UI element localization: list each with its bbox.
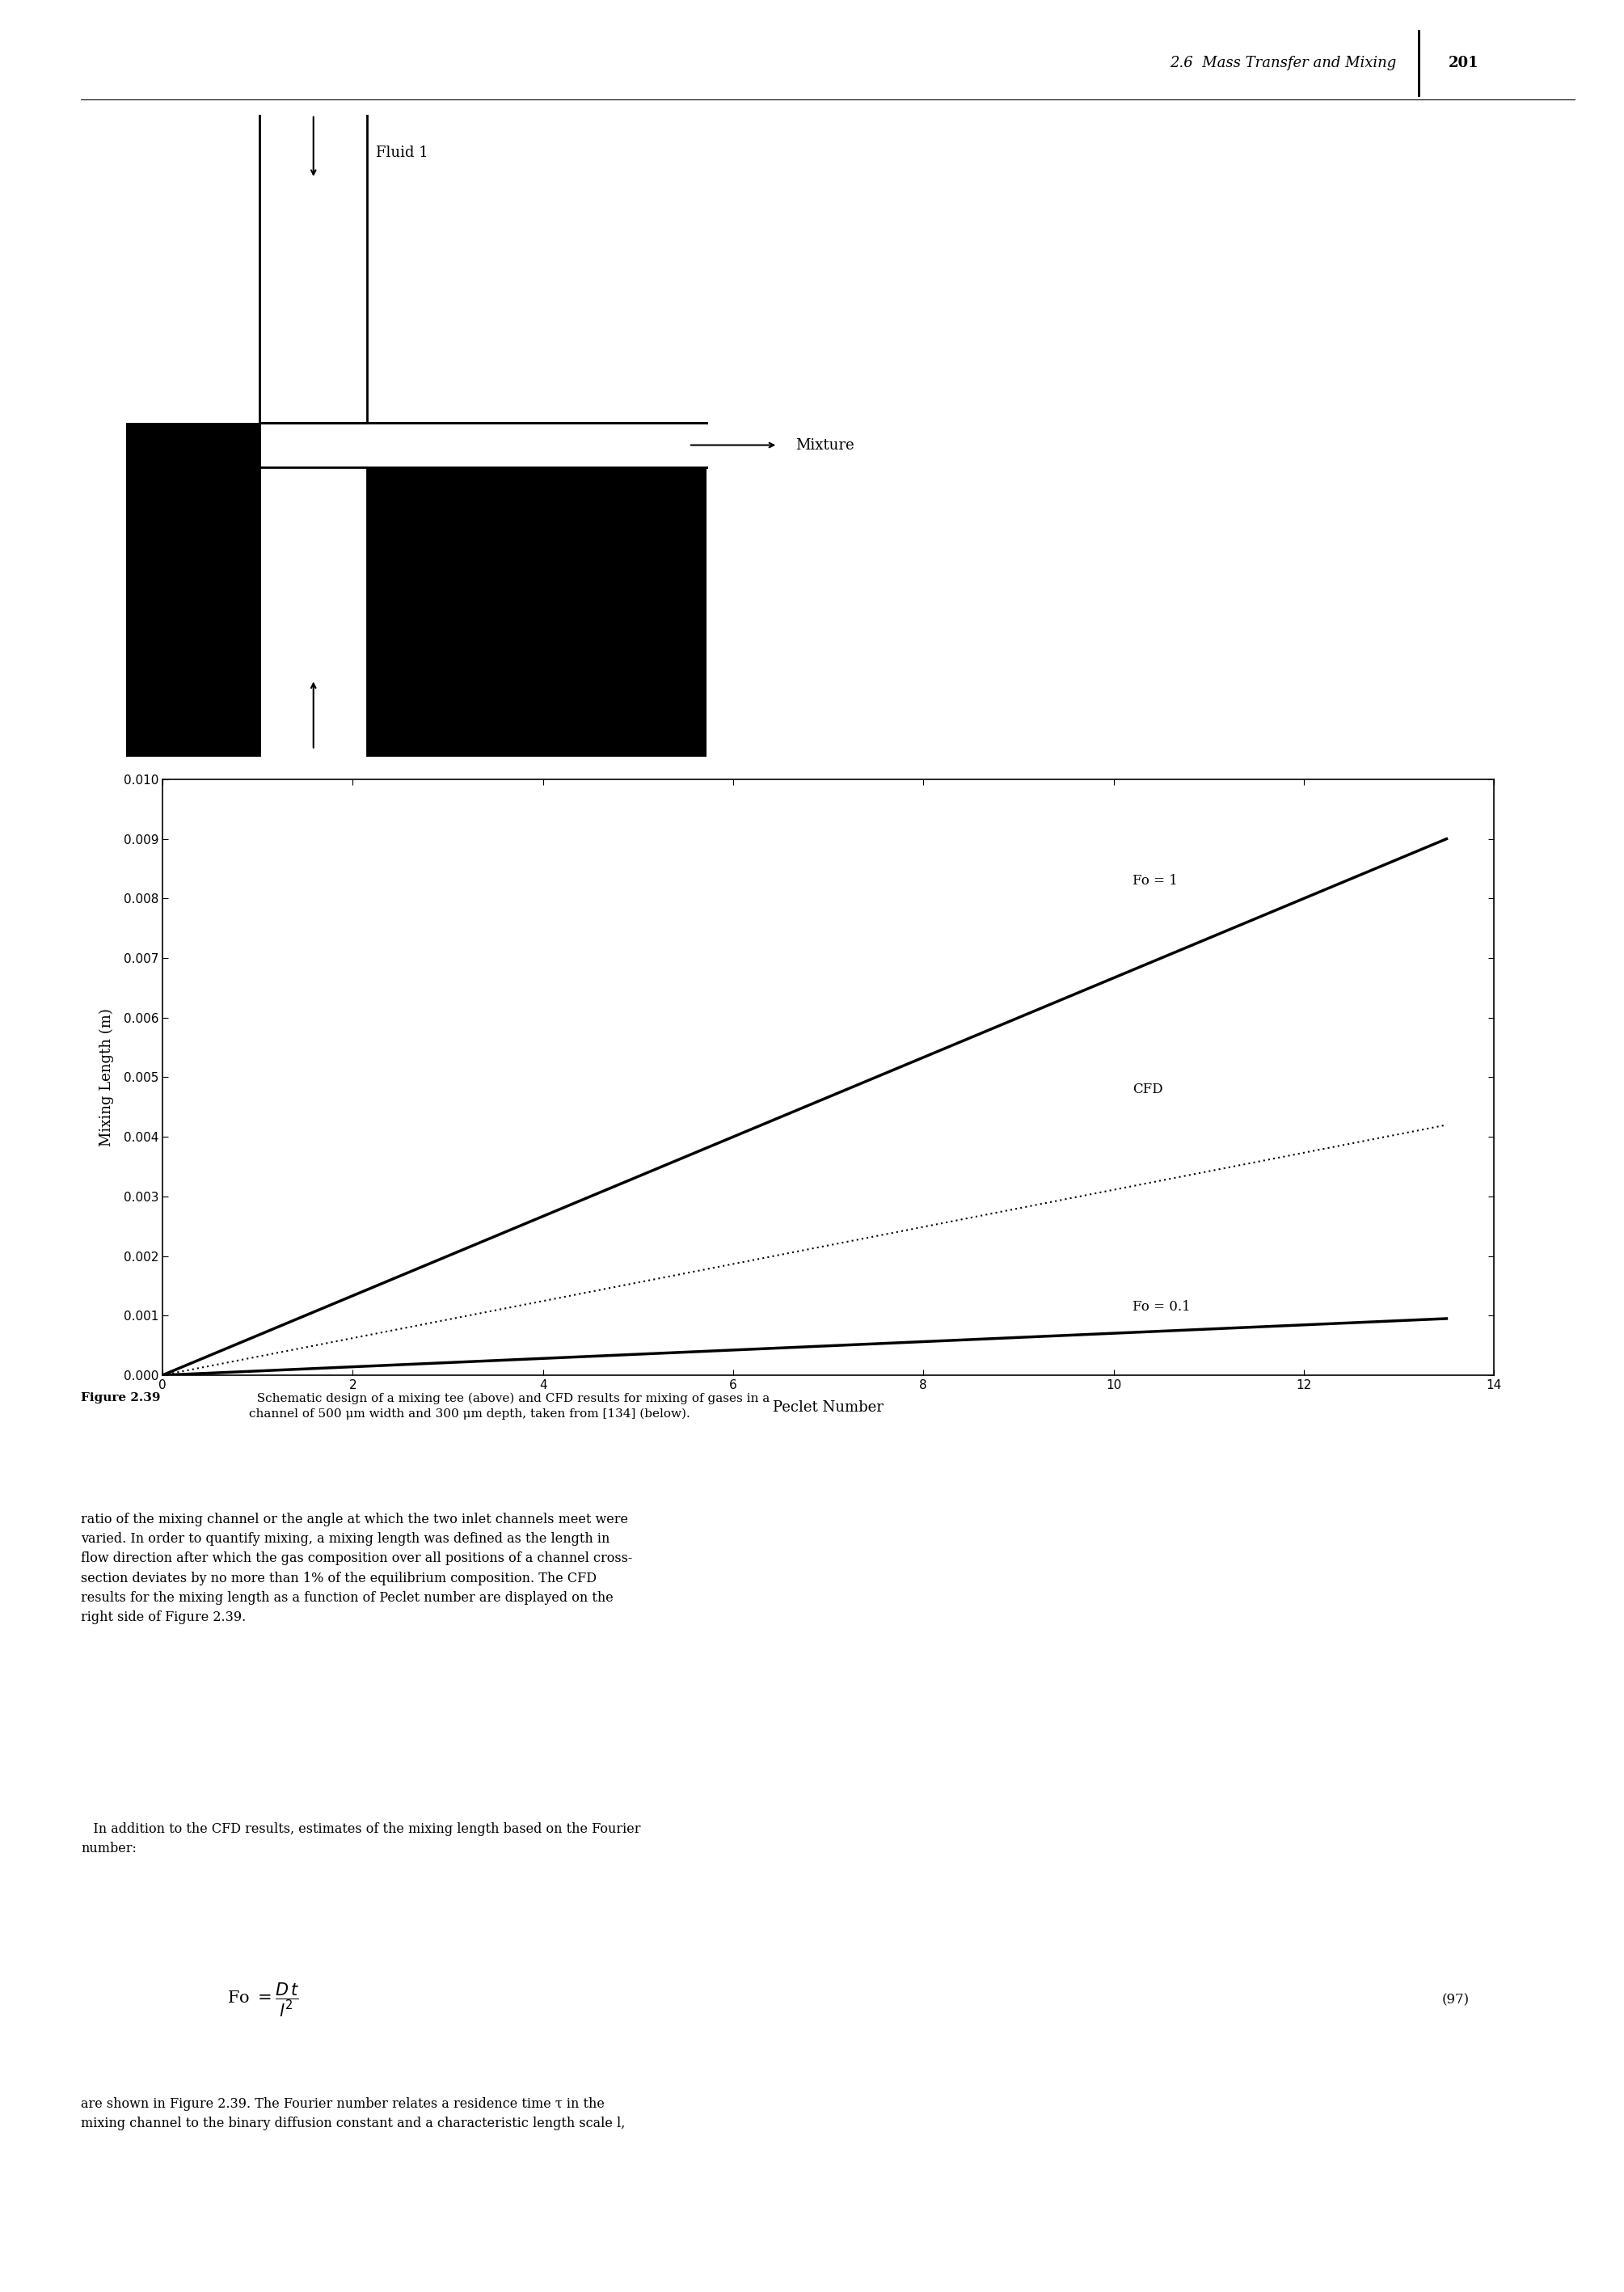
Text: CFD: CFD <box>1132 1082 1163 1096</box>
Text: ratio of the mixing channel or the angle at which the two inlet channels meet we: ratio of the mixing channel or the angle… <box>81 1513 633 1625</box>
Text: 201: 201 <box>1449 55 1479 71</box>
Text: Fo = 1: Fo = 1 <box>1132 873 1177 887</box>
Bar <box>260 468 706 756</box>
Text: Fo $= \dfrac{D\,t}{l^2}$: Fo $= \dfrac{D\,t}{l^2}$ <box>227 1983 300 2019</box>
X-axis label: Peclet Number: Peclet Number <box>773 1400 883 1414</box>
Bar <box>367 422 706 468</box>
Text: are shown in Figure 2.39. The Fourier number relates a residence time τ in the
m: are shown in Figure 2.39. The Fourier nu… <box>81 2097 625 2132</box>
Text: Mixture: Mixture <box>796 438 854 452</box>
Text: Fo = 0.1: Fo = 0.1 <box>1132 1300 1190 1313</box>
Text: In addition to the CFD results, estimates of the mixing length based on the Four: In addition to the CFD results, estimate… <box>81 1822 641 1857</box>
Bar <box>260 115 367 422</box>
Bar <box>260 468 367 756</box>
Bar <box>127 422 260 756</box>
Text: Figure 2.39: Figure 2.39 <box>81 1394 161 1403</box>
Text: 2.6  Mass Transfer and Mixing: 2.6 Mass Transfer and Mixing <box>1169 55 1397 71</box>
Text: (97): (97) <box>1442 1994 1470 2008</box>
Text: Fluid 1: Fluid 1 <box>375 147 429 160</box>
Bar <box>260 422 706 468</box>
Y-axis label: Mixing Length (m): Mixing Length (m) <box>99 1008 114 1146</box>
Text: Fluid 2: Fluid 2 <box>375 711 429 724</box>
Text: Schematic design of a mixing tee (above) and CFD results for mixing of gases in : Schematic design of a mixing tee (above)… <box>250 1394 770 1419</box>
